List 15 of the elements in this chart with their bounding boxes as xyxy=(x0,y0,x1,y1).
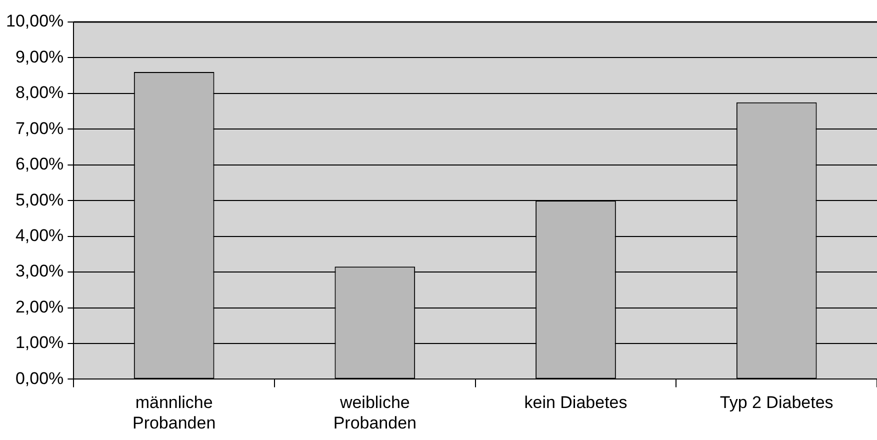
x-tick-label: männliche Probanden xyxy=(132,393,216,432)
y-tick-label: 3,00% xyxy=(15,262,64,281)
y-tick-label: 1,00% xyxy=(15,333,64,352)
y-tick-label: 9,00% xyxy=(15,47,64,66)
y-tick-label: 0,00% xyxy=(15,368,64,388)
y-tick-label: 6,00% xyxy=(15,154,64,174)
y-tick-label: 8,00% xyxy=(15,83,64,102)
y-tick-label: 5,00% xyxy=(15,190,64,210)
x-tick-label: kein Diabetes xyxy=(524,393,628,412)
y-tick-label: 4,00% xyxy=(15,226,64,246)
y-tick-label: 7,00% xyxy=(15,118,64,138)
x-tick-label: Typ 2 Diabetes xyxy=(720,393,834,412)
x-tick-label: weibliche Probanden xyxy=(333,393,417,432)
y-tick-label: 2,00% xyxy=(15,297,64,316)
y-tick-label: 10,00% xyxy=(6,12,64,31)
